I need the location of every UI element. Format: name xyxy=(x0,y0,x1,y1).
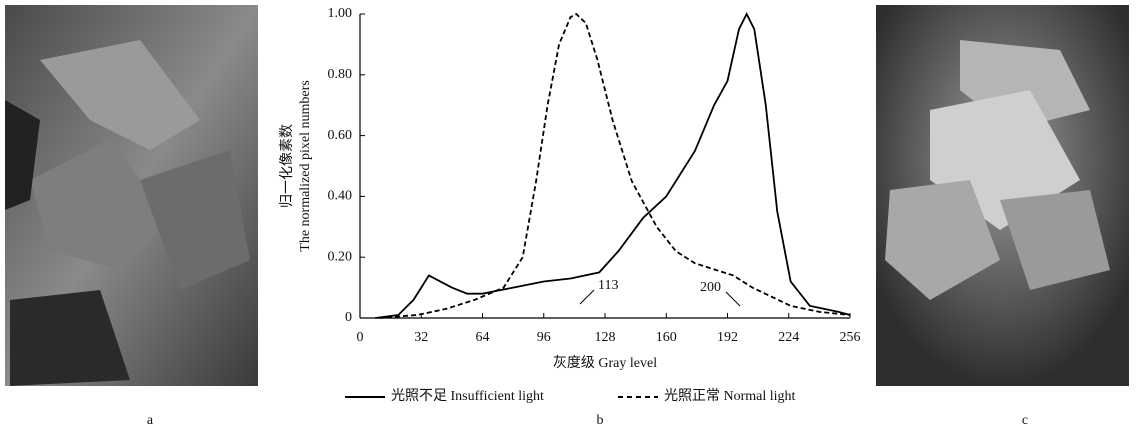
x-tick-label: 192 xyxy=(717,330,738,345)
panel-label: b xyxy=(597,413,604,428)
y-axis-label: The normalized pixel numbers xyxy=(298,80,313,251)
x-tick-label: 160 xyxy=(656,330,677,345)
legend-label: 光照不足 Insufficient light xyxy=(391,388,544,404)
photo-a xyxy=(5,5,258,386)
x-tick-label: 224 xyxy=(778,330,799,345)
y-tick-label: 0.80 xyxy=(328,67,353,82)
annotation: 113 xyxy=(598,278,618,293)
x-axis-label: 灰度级 Gray level xyxy=(553,355,657,371)
y-axis-label: 归一化像素数 xyxy=(278,124,295,208)
y-tick-label: 1.00 xyxy=(328,6,353,21)
x-tick-label: 128 xyxy=(595,330,616,345)
x-tick-label: 256 xyxy=(840,330,861,345)
x-tick-label: 96 xyxy=(537,330,551,345)
panel-label: c xyxy=(1022,413,1028,428)
series-line xyxy=(375,11,851,319)
legend-label: 光照正常 Normal light xyxy=(664,388,796,404)
annotation: 200 xyxy=(700,280,721,295)
chart: 0 0.20 0.40 0.60 0.80 1.00 0 32 64 96 128 160 192 224… xyxy=(278,6,860,404)
y-tick-label: 0 xyxy=(345,310,352,325)
y-tick-label: 0.40 xyxy=(328,189,353,204)
annotation-arrow xyxy=(579,289,595,305)
x-tick-label: 0 xyxy=(357,330,364,345)
y-tick-label: 0.60 xyxy=(328,128,353,143)
photo-c xyxy=(876,5,1129,386)
y-tick-label: 0.20 xyxy=(328,249,353,264)
annotation-arrow xyxy=(725,291,741,307)
x-tick-label: 64 xyxy=(476,330,490,345)
series-line xyxy=(379,12,851,319)
x-tick-label: 32 xyxy=(414,330,428,345)
panel-label: a xyxy=(147,413,154,428)
